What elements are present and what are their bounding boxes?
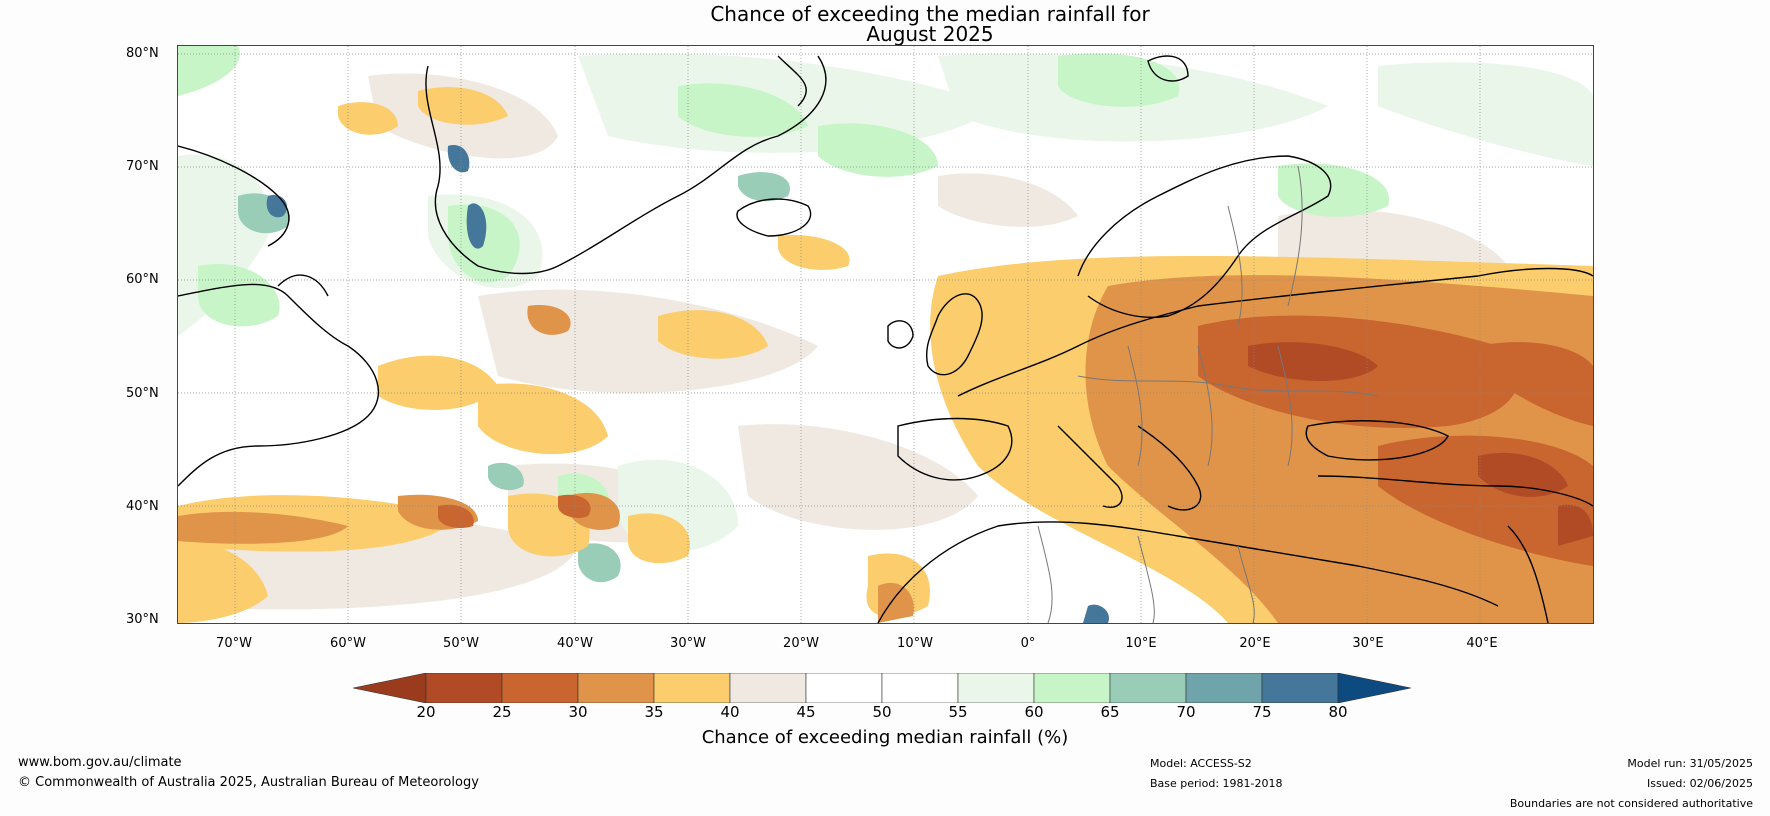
coastlines bbox=[178, 55, 1593, 623]
lon-label-20w: 20°W bbox=[783, 636, 819, 651]
base-period-text: Base period: 1981-2018 bbox=[1150, 777, 1283, 790]
country-borders bbox=[1037, 165, 1379, 623]
lat-label-80n: 80°N bbox=[126, 46, 159, 61]
lon-label-50w: 50°W bbox=[443, 636, 479, 651]
lat-label-70n: 70°N bbox=[126, 159, 159, 174]
copyright-text: © Commonwealth of Australia 2025, Austra… bbox=[18, 775, 479, 790]
colorbar-tick-label: 70 bbox=[1176, 703, 1196, 721]
colorbar-tick-label: 80 bbox=[1328, 703, 1348, 721]
colorbar-label: Chance of exceeding median rainfall (%) bbox=[701, 727, 1069, 748]
colorbar-cell bbox=[501, 673, 579, 703]
colorbar-cell bbox=[729, 673, 807, 703]
colorbar-tick-label: 50 bbox=[872, 703, 892, 721]
lon-label-40e: 40°E bbox=[1466, 636, 1498, 651]
lat-label-50n: 50°N bbox=[126, 386, 159, 401]
lat-label-30n: 30°N bbox=[126, 612, 159, 627]
colorbar-tick-label: 60 bbox=[1024, 703, 1044, 721]
colorbar-cell bbox=[653, 673, 731, 703]
colorbar-cell bbox=[1033, 673, 1111, 703]
colorbar-cell bbox=[881, 673, 959, 703]
website-link[interactable]: www.bom.gov.au/climate bbox=[18, 755, 182, 770]
colorbar-tick-label: 75 bbox=[1252, 703, 1272, 721]
lat-label-40n: 40°N bbox=[126, 499, 159, 514]
colorbar-tick-label: 65 bbox=[1100, 703, 1120, 721]
disclaimer-text: Boundaries are not considered authoritat… bbox=[1509, 797, 1753, 810]
map-title-line1: Chance of exceeding the median rainfall … bbox=[710, 2, 1150, 26]
lon-label-20e: 20°E bbox=[1239, 636, 1271, 651]
colorbar-cell bbox=[1185, 673, 1263, 703]
lon-label-0: 0° bbox=[1020, 636, 1036, 651]
colorbar-tick-label: 45 bbox=[796, 703, 816, 721]
colorbar-tick-label: 25 bbox=[492, 703, 512, 721]
colorbar bbox=[353, 673, 1412, 703]
colorbar-tick-label: 55 bbox=[948, 703, 968, 721]
map-title-line2: August 2025 bbox=[866, 22, 994, 46]
lon-label-30w: 30°W bbox=[670, 636, 706, 651]
colorbar-cell bbox=[1261, 673, 1339, 703]
lon-label-40w: 40°W bbox=[557, 636, 593, 651]
issued-text: Issued: 02/06/2025 bbox=[1646, 777, 1753, 790]
lon-label-30e: 30°E bbox=[1352, 636, 1384, 651]
model-run-text: Model run: 31/05/2025 bbox=[1627, 757, 1753, 770]
rainfall-map bbox=[177, 45, 1594, 624]
colorbar-ticks: 20 25 30 35 40 45 50 55 60 65 70 75 80 bbox=[0, 703, 1770, 723]
map-canvas bbox=[178, 46, 1593, 623]
colorbar-cell bbox=[805, 673, 883, 703]
colorbar-under-triangle bbox=[353, 673, 427, 703]
colorbar-tick-label: 35 bbox=[644, 703, 664, 721]
lon-label-10w: 10°W bbox=[897, 636, 933, 651]
model-text: Model: ACCESS-S2 bbox=[1150, 757, 1252, 770]
colorbar-cell bbox=[577, 673, 655, 703]
lon-label-70w: 70°W bbox=[216, 636, 252, 651]
colorbar-cell bbox=[1109, 673, 1187, 703]
colorbar-tick-label: 40 bbox=[720, 703, 740, 721]
lat-label-60n: 60°N bbox=[126, 272, 159, 287]
green-regions bbox=[178, 46, 1390, 525]
colorbar-tick-label: 30 bbox=[568, 703, 588, 721]
colorbar-cell bbox=[957, 673, 1035, 703]
colorbar-tick-label: 20 bbox=[416, 703, 436, 721]
lon-label-60w: 60°W bbox=[330, 636, 366, 651]
colorbar-cell bbox=[425, 673, 503, 703]
lon-label-10e: 10°E bbox=[1125, 636, 1157, 651]
colorbar-over-triangle bbox=[1337, 673, 1412, 703]
